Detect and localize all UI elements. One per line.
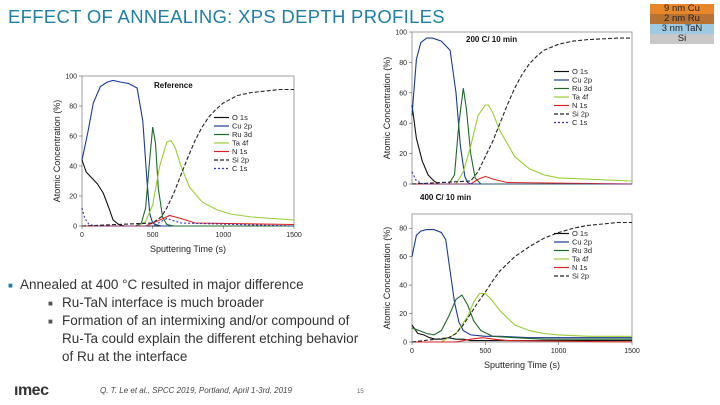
y-axis-label: Atomic Concentration (%) — [52, 100, 62, 203]
series-line-ru-3d — [82, 126, 294, 227]
series-line-ru-3d — [411, 294, 632, 340]
x-tick-label: 500 — [479, 348, 491, 355]
x-tick-label: 1500 — [286, 232, 302, 239]
series-line-ru-3d — [412, 88, 632, 185]
legend-entry: Ru 3d — [572, 246, 592, 255]
y-tick-label: 40 — [399, 283, 407, 290]
imec-logo: ımec — [14, 382, 49, 399]
legend-entry: Si 2p — [572, 272, 589, 281]
y-tick-label: 60 — [69, 134, 77, 141]
legend-entry: O 1s — [232, 113, 248, 122]
x-tick-label: 0 — [410, 348, 414, 355]
y-tick-label: 60 — [399, 254, 407, 261]
chart-reference: 0 20 40 60 80 100 0 500 1000 1500 Sputtering Time … — [36, 70, 306, 270]
series-line-o-1s — [411, 104, 632, 185]
slide-title: EFFECT OF ANNEALING: XPS DEPTH PROFILES — [8, 6, 445, 27]
legend-entry: Ru 3d — [232, 130, 252, 139]
series-line-si-2p — [81, 88, 294, 227]
x-tick-label: 1000 — [216, 232, 232, 239]
series-line-cu-2p — [81, 79, 294, 227]
plot-frame — [411, 31, 633, 185]
y-tick-label: 100 — [395, 30, 407, 37]
series-line-cu-2p — [411, 37, 632, 185]
legend-entry: N 1s — [232, 147, 248, 156]
bullet-main: Annealed at 400 °C resulted in major dif… — [8, 276, 362, 295]
legend-entry: Ta 4f — [572, 255, 589, 264]
series-line-cu-2p — [411, 229, 632, 339]
series-line-ta-4f — [412, 293, 632, 343]
stack-layer-ru: 2 nm Ru — [650, 14, 714, 24]
legend-entry: N 1s — [572, 101, 588, 110]
y-tick-label: 20 — [399, 151, 407, 158]
legend-entry: C 1s — [232, 164, 248, 173]
y-tick-label: 80 — [399, 226, 407, 233]
y-axis-label: Atomic Concentration (%) — [382, 227, 392, 330]
x-axis-label: Sputtering Time (s) — [150, 244, 226, 254]
chart-annotation-title: 400 C/ 10 min — [420, 193, 471, 202]
series-line-o-1s — [81, 159, 294, 227]
legend-entry: C 1s — [572, 118, 588, 127]
x-tick-label: 0 — [80, 232, 84, 239]
series-line-ta-4f — [82, 139, 295, 227]
stack-layer-si: Si — [650, 34, 714, 44]
series-line-si-2p — [411, 37, 632, 185]
chart-400c: 0 20 40 60 80 0 500 1000 1500 Sputtering Time (s)… — [376, 190, 644, 382]
y-tick-label: 20 — [399, 311, 407, 318]
legend-entry: O 1s — [572, 229, 588, 238]
y-tick-label: 80 — [69, 104, 77, 111]
legend-entry: Si 2p — [572, 110, 589, 119]
chart-annotation-title: Reference — [154, 81, 193, 90]
plot-frame — [81, 75, 295, 227]
legend-entry: Ru 3d — [572, 84, 592, 93]
legend-entry: O 1s — [572, 67, 588, 76]
bullet-sub-1: Ru-TaN interface is much broader — [8, 294, 362, 313]
y-tick-label: 0 — [403, 182, 407, 189]
series-line-n-1s — [82, 214, 295, 227]
x-tick-label: 500 — [147, 232, 159, 239]
slide-footer: ımec Q. T. Le et al., SPCC 2019, Portlan… — [0, 374, 720, 405]
legend-entry: Cu 2p — [232, 122, 252, 131]
legend-entry: Cu 2p — [572, 238, 592, 247]
chart-200c: 0 20 40 60 80 100 Atomic Concentration (%) 200 … — [376, 24, 644, 194]
layer-stack-legend: 9 nm Cu 2 nm Ru 3 nm TaN Si — [650, 4, 714, 44]
plot-frame — [411, 213, 633, 343]
page-number: 15 — [357, 389, 364, 395]
chart-annotation-title: 200 C/ 10 min — [466, 35, 517, 44]
y-tick-label: 60 — [399, 90, 407, 97]
y-tick-label: 40 — [69, 164, 77, 171]
legend-entry: Ta 4f — [572, 93, 589, 102]
series-line-n-1s — [412, 337, 633, 343]
citation: Q. T. Le et al., SPCC 2019, Portland, Ap… — [100, 386, 292, 395]
stack-layer-tan: 3 nm TaN — [650, 24, 714, 34]
stack-layer-cu: 9 nm Cu — [650, 4, 714, 14]
y-tick-label: 0 — [403, 340, 407, 347]
x-axis-label: Sputtering Time (s) — [484, 360, 560, 370]
legend-entry: Si 2p — [232, 156, 249, 165]
y-tick-label: 100 — [65, 74, 77, 81]
y-tick-label: 40 — [399, 121, 407, 128]
legend-entry: Ta 4f — [232, 139, 249, 148]
y-tick-label: 20 — [69, 194, 77, 201]
x-tick-label: 1000 — [551, 348, 567, 355]
series-line-c-1s — [81, 207, 295, 227]
bullet-sub-2: Formation of an intermixing and/or compo… — [8, 312, 362, 366]
y-tick-label: 80 — [399, 60, 407, 67]
legend-entry: N 1s — [572, 263, 588, 272]
bullet-list: Annealed at 400 °C resulted in major dif… — [8, 276, 362, 366]
y-axis-label: Atomic Concentration (%) — [382, 57, 392, 160]
series-line-ta-4f — [412, 104, 633, 185]
x-tick-label: 1500 — [624, 348, 640, 355]
legend-entry: Cu 2p — [572, 76, 592, 85]
y-tick-label: 0 — [73, 224, 77, 231]
series-line-si-2p — [411, 221, 632, 343]
series-line-c-1s — [411, 171, 632, 185]
